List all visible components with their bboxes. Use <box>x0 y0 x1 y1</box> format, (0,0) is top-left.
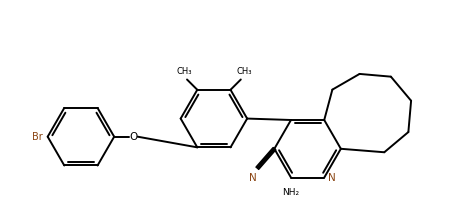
Text: Br: Br <box>32 132 43 142</box>
Text: N: N <box>328 173 336 183</box>
Text: CH₃: CH₃ <box>176 67 191 76</box>
Text: O: O <box>129 132 138 142</box>
Text: N: N <box>249 173 257 183</box>
Text: NH₂: NH₂ <box>282 189 299 198</box>
Text: CH₃: CH₃ <box>235 67 251 76</box>
